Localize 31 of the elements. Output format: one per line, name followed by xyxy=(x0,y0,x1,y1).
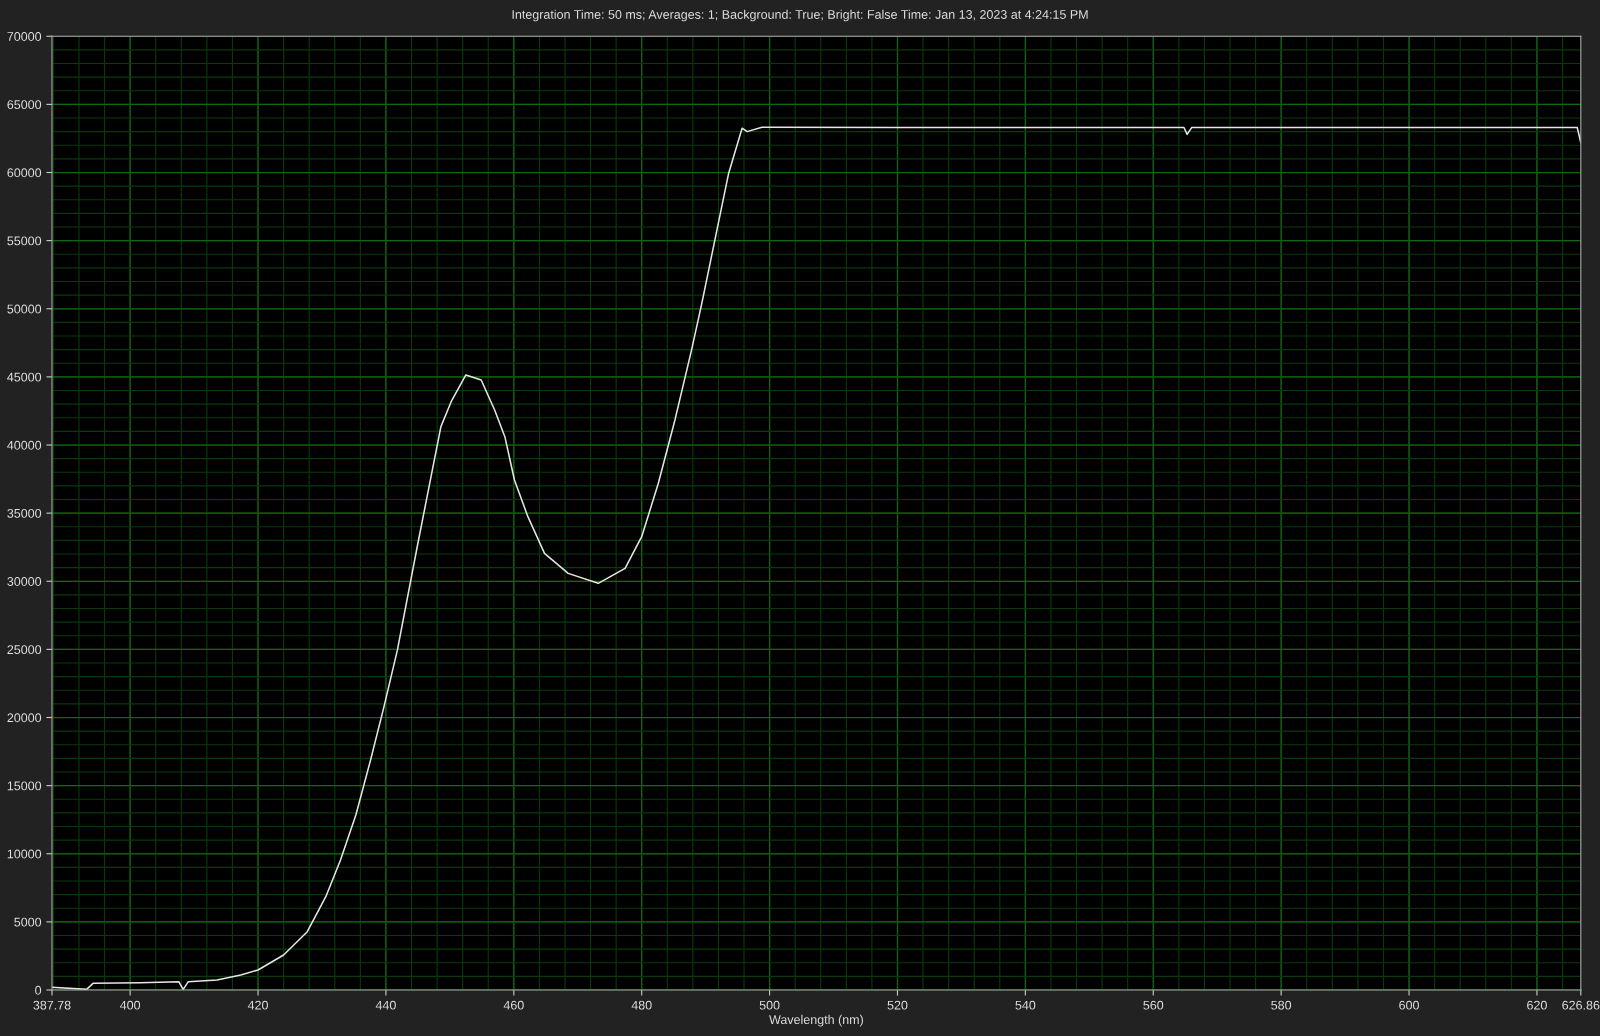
y-tick-label: 20000 xyxy=(7,713,42,723)
x-tick-label: 626.86 xyxy=(1562,1000,1600,1010)
y-tick-label: 50000 xyxy=(7,304,42,314)
x-tick-label: 440 xyxy=(375,1000,396,1010)
chart-title: Integration Time: 50 ms; Averages: 1; Background: True; Bright: False Time: Jan 13, 2023 at 4:24:15 PM xyxy=(512,9,1088,22)
y-tick-label: 40000 xyxy=(7,440,42,450)
x-tick-label: 400 xyxy=(120,1000,141,1010)
x-tick-label: 420 xyxy=(247,1000,268,1010)
x-axis-title: Wavelength (nm) xyxy=(769,1014,863,1027)
y-tick-label: 0 xyxy=(35,985,42,995)
y-tick-label: 15000 xyxy=(7,781,42,791)
y-tick-label: 25000 xyxy=(7,645,42,655)
y-tick-label: 60000 xyxy=(7,168,42,178)
y-tick-label: 35000 xyxy=(7,508,42,518)
x-tick-label: 460 xyxy=(503,1000,524,1010)
x-tick-label: 580 xyxy=(1271,1000,1292,1010)
y-tick-label: 10000 xyxy=(7,849,42,859)
y-tick-label: 65000 xyxy=(7,100,42,110)
y-tick-label: 70000 xyxy=(7,32,42,41)
x-tick-label: 520 xyxy=(887,1000,908,1010)
x-tick-label: 600 xyxy=(1399,1000,1419,1010)
x-tick-label: 620 xyxy=(1527,1000,1547,1010)
x-tick-label: 480 xyxy=(631,1000,652,1010)
y-tick-label: 30000 xyxy=(7,577,42,586)
y-tick-label: 45000 xyxy=(7,372,42,382)
x-tick-label: 387.78 xyxy=(33,1000,71,1010)
x-tick-label: 560 xyxy=(1143,1000,1164,1010)
y-tick-label: 5000 xyxy=(14,917,42,927)
y-tick-label: 55000 xyxy=(7,236,42,246)
x-tick-label: 540 xyxy=(1015,1000,1036,1010)
x-tick-label: 500 xyxy=(759,1000,780,1010)
